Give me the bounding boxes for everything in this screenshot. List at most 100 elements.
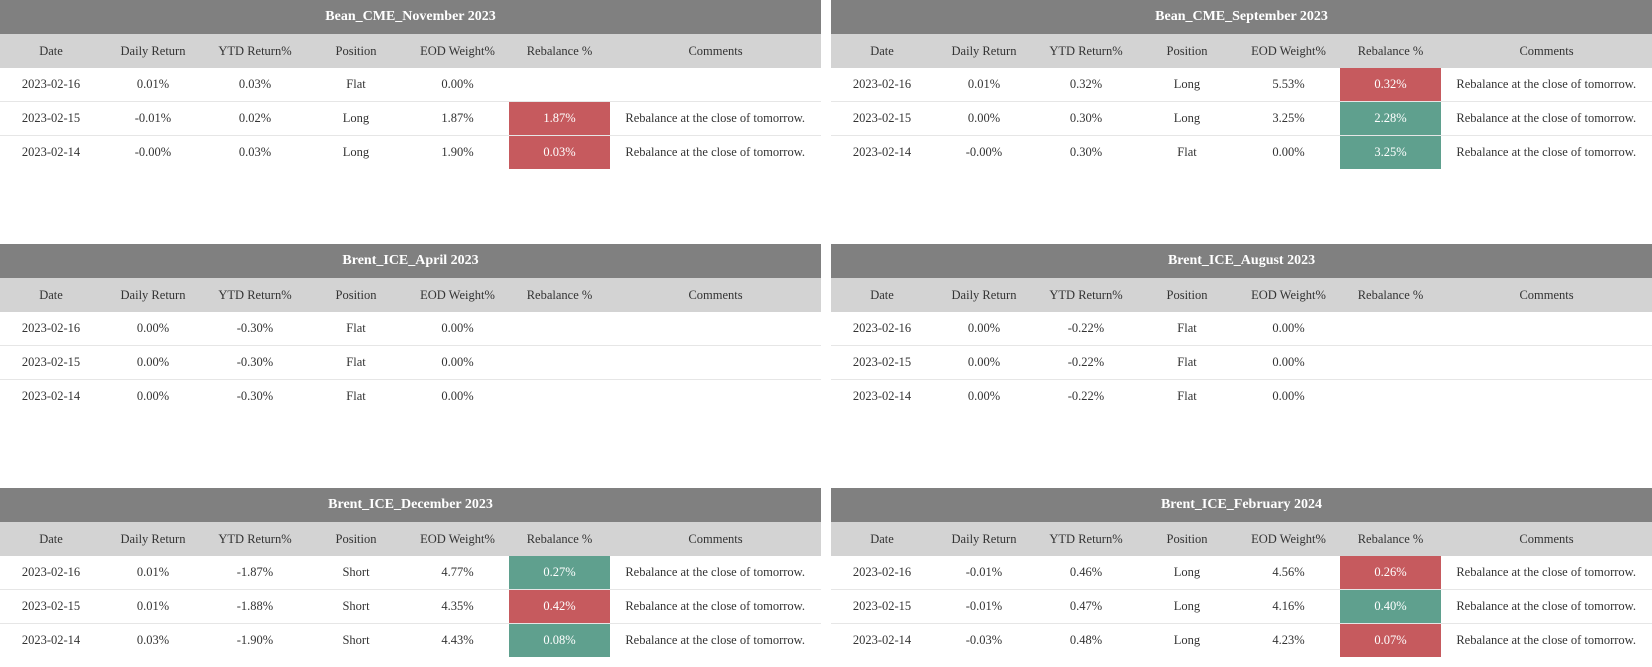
- date-cell: 2023-02-14: [21, 633, 81, 647]
- table-title: Brent_ICE_August 2023: [831, 244, 1652, 278]
- eod-weight-cell: 3.25%: [1237, 101, 1340, 136]
- date-cell: 2023-02-16: [0, 312, 102, 346]
- date-cell: 2023-02-14: [852, 145, 912, 159]
- col-position-header: Position: [306, 278, 406, 312]
- col-rebalance-header: Rebalance %: [1340, 278, 1441, 312]
- col-date-header: Date: [0, 278, 102, 312]
- rebalance-cell: 0.42%: [509, 589, 610, 624]
- table-row: 2023-02-16 0.00% -0.30% Flat 0.00%: [0, 312, 822, 346]
- col-date-header: Date: [0, 522, 102, 556]
- col-daily-return-header: Daily Return: [102, 522, 204, 556]
- ytd-return-cell: -0.30%: [236, 389, 274, 403]
- col-date-header: Date: [831, 522, 933, 556]
- position-cell: Short: [342, 633, 370, 647]
- daily-return-cell: 0.00%: [136, 389, 170, 403]
- col-rebalance-header: Rebalance %: [509, 278, 610, 312]
- date-cell: 2023-02-16: [831, 312, 933, 346]
- table-title: Bean_CME_September 2023: [831, 0, 1652, 34]
- rebalance-cell: [1340, 345, 1441, 380]
- table-row: 2023-02-14 0.00% -0.30% Flat 0.00%: [0, 380, 821, 414]
- column-header-row: Date Daily Return YTD Return% Position EOD W…: [0, 522, 822, 556]
- rebalance-cell: 0.40%: [1340, 589, 1441, 624]
- rebalance-cell: [509, 68, 610, 102]
- col-rebalance-header: Rebalance %: [1340, 34, 1441, 68]
- table-row: 2023-02-14 0.03% -1.90% Short 4.43% 0.08% Reba…: [0, 623, 821, 657]
- eod-weight-cell: 4.56%: [1237, 556, 1340, 590]
- col-comments-header: Comments: [1441, 522, 1652, 556]
- date-cell: 2023-02-15: [0, 589, 102, 624]
- daily-return-cell: 0.00%: [967, 389, 1001, 403]
- date-cell: 2023-02-15: [0, 101, 102, 136]
- daily-return-cell: -0.00%: [134, 145, 172, 159]
- position-table: Bean_CME_September 2023 Date Daily Return Y…: [831, 0, 1652, 169]
- col-daily-return-header: Daily Return: [102, 34, 204, 68]
- col-position-header: Position: [1137, 278, 1237, 312]
- position-table-panel: Brent_ICE_April 2023 Date Daily Return YTD …: [0, 244, 822, 423]
- col-date-header: Date: [0, 34, 102, 68]
- position-table: Brent_ICE_April 2023 Date Daily Return YTD …: [0, 244, 822, 414]
- col-ytd-return-header: YTD Return%: [1035, 522, 1137, 556]
- daily-return-cell: -0.01%: [102, 101, 204, 136]
- date-cell: 2023-02-14: [21, 145, 81, 159]
- ytd-return-cell: -1.88%: [204, 589, 306, 624]
- ytd-return-cell: -1.87%: [204, 556, 306, 590]
- ytd-return-cell: 0.03%: [204, 68, 306, 102]
- date-cell: 2023-02-16: [831, 556, 933, 590]
- date-cell: 2023-02-15: [831, 589, 933, 624]
- position-cell: Flat: [1177, 389, 1197, 403]
- comment-cell: Rebalance at the close of tomorrow.: [1456, 145, 1637, 159]
- col-ytd-return-header: YTD Return%: [1035, 34, 1137, 68]
- comment-cell: Rebalance at the close of tomorrow.: [610, 589, 822, 624]
- comment-cell: Rebalance at the close of tomorrow.: [625, 633, 806, 647]
- ytd-return-cell: 0.30%: [1069, 145, 1103, 159]
- eod-weight-cell: 1.87%: [406, 101, 509, 136]
- eod-weight-cell: 4.35%: [406, 589, 509, 624]
- ytd-return-cell: 0.48%: [1069, 633, 1103, 647]
- col-eod-weight-header: EOD Weight%: [1237, 34, 1340, 68]
- col-daily-return-header: Daily Return: [933, 34, 1035, 68]
- date-cell: 2023-02-16: [831, 68, 933, 102]
- col-ytd-return-header: YTD Return%: [1035, 278, 1137, 312]
- position-cell: Short: [306, 556, 406, 590]
- position-table-panel: Brent_ICE_August 2023 Date Daily Return YTD…: [831, 244, 1652, 423]
- position-cell: Flat: [1137, 312, 1237, 346]
- eod-weight-cell: 1.90%: [441, 145, 474, 159]
- comment-cell: Rebalance at the close of tomorrow.: [1456, 633, 1637, 647]
- table-row: 2023-02-14 -0.00% 0.03% Long 1.90% 0.03% Rebal…: [0, 135, 821, 169]
- daily-return-cell: 0.01%: [933, 68, 1035, 102]
- rebalance-cell: [1340, 312, 1441, 346]
- col-comments-header: Comments: [610, 278, 822, 312]
- table-title: Bean_CME_November 2023: [0, 0, 822, 34]
- rebalance-cell: 0.03%: [509, 135, 610, 169]
- daily-return-cell: -0.00%: [965, 145, 1003, 159]
- eod-weight-cell: 0.00%: [1272, 389, 1305, 403]
- table-row: 2023-02-16 -0.01% 0.46% Long 4.56% 0.26% Rebal…: [831, 556, 1652, 590]
- rebalance-cell: 0.07%: [1340, 623, 1441, 657]
- comment-cell: Rebalance at the close of tomorrow.: [1441, 68, 1652, 102]
- comment-cell: [1441, 380, 1652, 414]
- table-row: 2023-02-14 0.00% -0.22% Flat 0.00%: [831, 380, 1652, 414]
- col-position-header: Position: [1137, 522, 1237, 556]
- daily-return-cell: -0.01%: [933, 556, 1035, 590]
- date-cell: 2023-02-14: [852, 389, 912, 403]
- ytd-return-cell: 0.03%: [238, 145, 272, 159]
- daily-return-cell: 0.00%: [102, 345, 204, 380]
- position-table: Brent_ICE_December 2023 Date Daily Return Y…: [0, 488, 822, 657]
- ytd-return-cell: 0.30%: [1035, 101, 1137, 136]
- eod-weight-cell: 4.16%: [1237, 589, 1340, 624]
- position-cell: Long: [1137, 68, 1237, 102]
- date-cell: 2023-02-16: [0, 68, 102, 102]
- eod-weight-cell: 0.00%: [406, 312, 509, 346]
- position-cell: Long: [342, 145, 370, 159]
- ytd-return-cell: -0.22%: [1035, 312, 1137, 346]
- table-row: 2023-02-15 -0.01% 0.02% Long 1.87% 1.87% Rebal…: [0, 101, 822, 136]
- eod-weight-cell: 4.23%: [1272, 633, 1305, 647]
- rebalance-cell: 0.26%: [1340, 556, 1441, 590]
- col-daily-return-header: Daily Return: [933, 522, 1035, 556]
- rebalance-cell: 3.25%: [1340, 135, 1441, 169]
- column-header-row: Date Daily Return YTD Return% Position EOD W…: [831, 34, 1652, 68]
- rebalance-cell: 1.87%: [509, 101, 610, 136]
- daily-return-cell: 0.01%: [102, 589, 204, 624]
- position-cell: Short: [306, 589, 406, 624]
- table-row: 2023-02-14 -0.03% 0.48% Long 4.23% 0.07% Rebal…: [831, 623, 1652, 657]
